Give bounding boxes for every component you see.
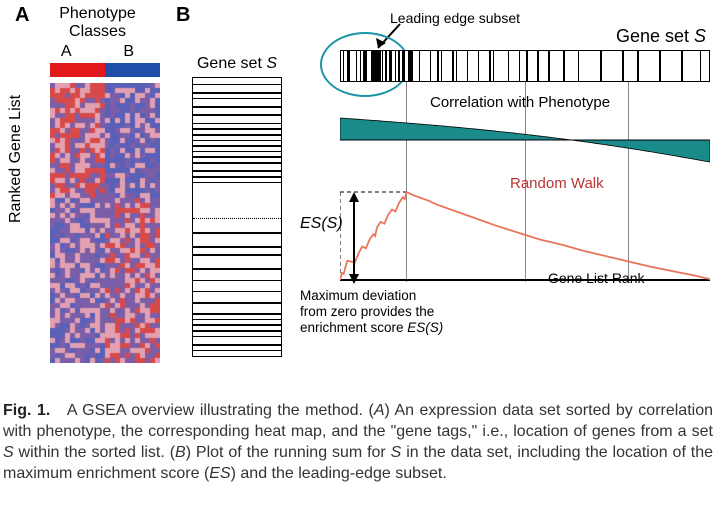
panel-a: Phenotype Classes A B Ranked Gene List: [15, 5, 160, 375]
random-walk-plot: [340, 180, 710, 285]
max-deviation-label: Maximum deviation from zero provides the…: [300, 288, 500, 337]
figure-caption: Fig. 1. A GSEA overview illustrating the…: [3, 400, 713, 484]
gene-set-small: Gene set S: [192, 55, 282, 357]
gene-list-rank-label: Gene List Rank: [548, 270, 645, 286]
class-labels: A B: [35, 43, 160, 61]
es-label: ES(S): [300, 215, 343, 233]
class-colorbar: [50, 63, 160, 77]
class-a-label: A: [61, 43, 72, 61]
ranked-gene-list-label: Ranked Gene List: [7, 95, 25, 223]
gene-set-barcode-vertical: [192, 77, 282, 357]
correlation-plot: [340, 115, 710, 165]
heatmap: [50, 83, 160, 363]
panel-b-label: B: [176, 4, 190, 27]
gene-set-barcode-horizontal: [340, 50, 710, 82]
phenotype-title1: Phenotype: [35, 5, 160, 23]
correlation-label: Correlation with Phenotype: [430, 94, 610, 111]
class-b-label: B: [123, 43, 134, 61]
gene-set-s-label: Gene set S: [616, 26, 706, 47]
figure: A B Phenotype Classes A B Ranked Gene Li…: [0, 0, 720, 521]
es-arrow: [346, 192, 362, 284]
class-b-bar: [105, 63, 160, 77]
gene-set-small-title: Gene set S: [192, 55, 282, 73]
phenotype-title2: Classes: [35, 23, 160, 41]
class-a-bar: [50, 63, 105, 77]
